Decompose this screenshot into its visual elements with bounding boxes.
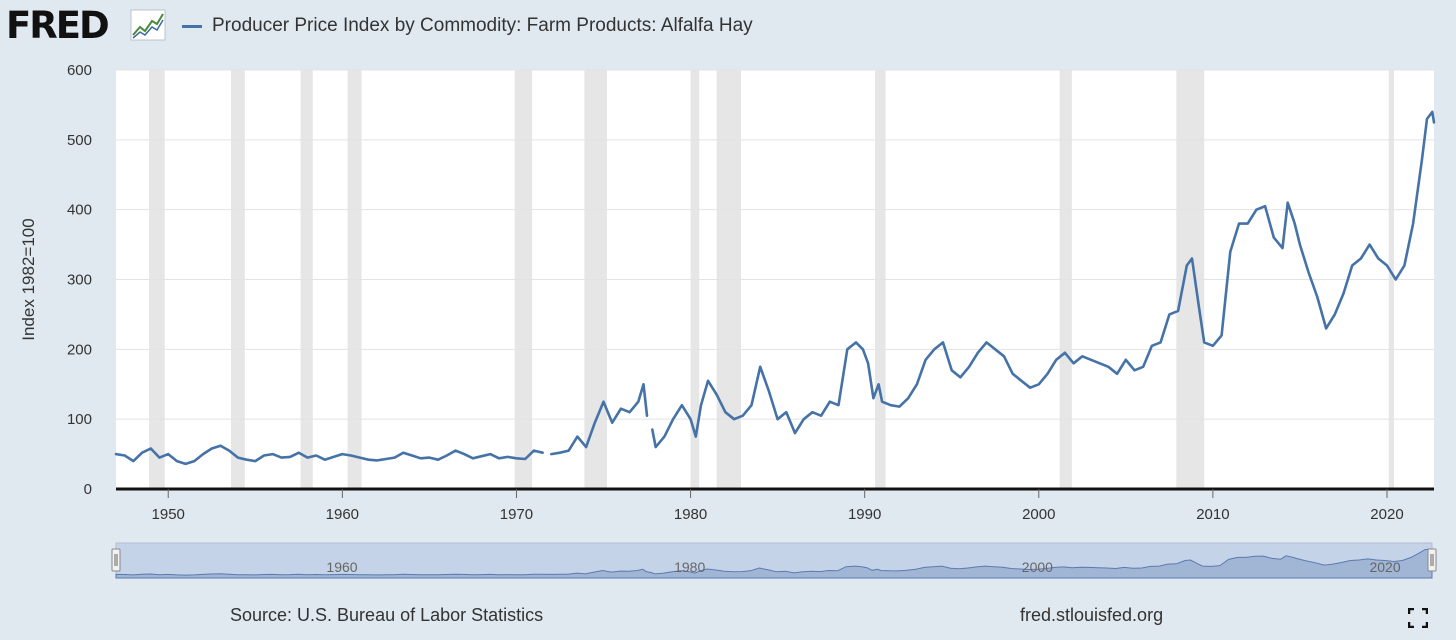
y-tick-label: 200 [67,341,92,358]
navigator-tick-label: 2000 [1022,559,1053,575]
navigator-handle-right[interactable] [1427,548,1437,572]
site-url[interactable]: fred.stlouisfed.org [1020,605,1164,625]
x-tick-label: 1970 [500,506,533,523]
y-tick-label: 500 [67,132,92,149]
y-tick-label: 600 [67,62,92,79]
navigator[interactable]: 1960 1980 2000 2020 [111,542,1437,579]
navigator-series [115,548,1433,579]
navigator-handle-left[interactable] [111,548,121,572]
legend-swatch [182,25,202,28]
navigator-tick-label: 2020 [1369,559,1400,575]
y-tick-label: 300 [67,272,92,289]
series-line [114,110,1436,466]
y-tick-label: 100 [67,411,92,428]
legend-label: Producer Price Index by Commodity: Farm … [212,15,753,36]
x-tick-labels: 1950 1960 1970 1980 1990 2000 2010 2020 [152,489,1404,523]
series-segment [650,110,1436,449]
x-tick-label: 2000 [1022,506,1055,523]
fred-logo[interactable]: FRED [6,4,110,47]
y-axis: 0 100 200 300 400 500 600 [67,62,92,498]
fred-chart-icon [130,9,166,41]
gridlines [116,69,1434,420]
y-axis-title: Index 1982=100 [19,218,38,340]
source-note: Source: U.S. Bureau of Labor Statistics [230,605,544,625]
y-tick-label: 400 [67,202,92,219]
x-tick-label: 1960 [326,506,359,523]
fullscreen-icon[interactable] [1408,608,1428,628]
x-tick-label: 1950 [152,506,185,523]
x-tick-label: 2020 [1370,506,1403,523]
navigator-tick-label: 1960 [326,559,357,575]
x-tick-label: 2010 [1196,506,1229,523]
y-tick-label: 0 [84,481,92,498]
y-axis-title: Index 1982=100 [19,218,38,340]
chart-header: FRED Producer Price Index by Commodity: … [0,0,1456,56]
x-tick-label: 1980 [674,506,707,523]
series-segment [549,382,649,456]
x-tick-label: 1990 [848,506,881,523]
navigator-tick-label: 1980 [674,559,705,575]
series-segment [114,444,544,466]
